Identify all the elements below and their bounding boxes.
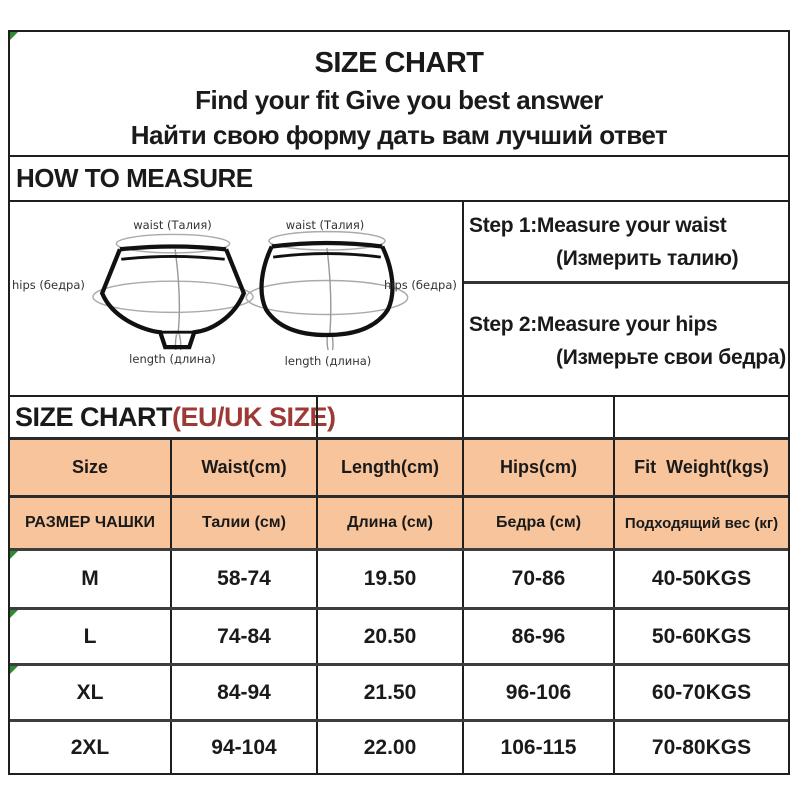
size-chart-title-row: SIZE CHART(EU/UK SIZE) — [10, 395, 788, 437]
empty-cell — [613, 397, 788, 437]
waist-label-left: waist (Талия) — [133, 218, 212, 232]
column-header-size-ru: РАЗМЕР ЧАШКИ — [24, 514, 156, 531]
hips-value: 96-106 — [462, 666, 613, 719]
measure-steps: Step 1:Measure your waist (Измерить тали… — [462, 202, 788, 395]
length-value: 21.50 — [316, 666, 462, 719]
hips-label-left: hips (бедра) — [12, 278, 85, 292]
column-header-length-ru: Длина (см) — [316, 498, 462, 548]
column-header-hips-ru: Бедра (см) — [462, 498, 613, 548]
waist-value: 74-84 — [170, 610, 316, 663]
length-value: 19.50 — [316, 551, 462, 607]
size-value: M — [81, 567, 99, 590]
size-chart-title-black: SIZE CHART — [15, 402, 173, 432]
page-title: SIZE CHART — [314, 47, 485, 79]
column-header-size: Size — [71, 457, 109, 477]
subtitle-russian: Найти свою форму дать вам лучший ответ — [130, 120, 668, 150]
size-value: XL — [76, 680, 104, 704]
waist-label-right: waist (Талия) — [285, 218, 365, 232]
hips-label-right: hips (бедра) — [384, 278, 457, 292]
cell-marker-icon — [10, 666, 18, 674]
cell-marker-icon — [10, 32, 18, 40]
table-row: 2XL 94-104 22.00 106-115 70-80KGS — [10, 719, 788, 773]
column-header-weight-ru: Подходящий вес (кг) — [613, 498, 788, 548]
header-block: SIZE CHART Find your fit Give you best a… — [10, 32, 788, 155]
length-value: 20.50 — [316, 610, 462, 663]
content-frame: SIZE CHART Find your fit Give you best a… — [8, 30, 790, 775]
length-label-left: length (длина) — [129, 352, 216, 366]
column-header-waist: Waist(cm) — [170, 440, 316, 495]
waist-value: 94-104 — [170, 722, 316, 773]
subtitle-english: Find your fit Give you best answer — [195, 85, 603, 115]
weight-value: 60-70KGS — [613, 666, 788, 719]
hips-value: 70-86 — [462, 551, 613, 607]
table-header-row-english: Size Waist(cm) Length(cm) Hips(cm) Fit W… — [10, 437, 788, 495]
table-row: XL 84-94 21.50 96-106 60-70KGS — [10, 663, 788, 719]
cell-marker-icon — [10, 551, 18, 559]
cell-marker-icon — [10, 610, 18, 618]
step-1-text-ru: (Измерить талию) — [556, 247, 739, 270]
size-chart-title-red: (EU/UK SIZE) — [172, 402, 336, 432]
table-row: L 74-84 20.50 86-96 50-60KGS — [10, 607, 788, 663]
table-row: M 58-74 19.50 70-86 40-50KGS — [10, 548, 788, 607]
weight-value: 40-50KGS — [613, 551, 788, 607]
hips-value: 86-96 — [462, 610, 613, 663]
measure-section: waist (Талия) hips (бедра) length (длина… — [10, 200, 788, 395]
step-1-cell: Step 1:Measure your waist (Измерить тали… — [464, 202, 788, 284]
hips-value: 106-115 — [462, 722, 613, 773]
shorts-panty-diagram — [245, 230, 409, 350]
step-2-text-ru: (Измерьте свои бедра) — [556, 346, 786, 369]
column-header-waist-ru: Талии (см) — [170, 498, 316, 548]
waist-value: 58-74 — [170, 551, 316, 607]
step-1-text-en: Step 1:Measure your waist — [469, 214, 727, 237]
step-2-cell: Step 2:Measure your hips (Измерьте свои … — [464, 284, 788, 395]
weight-value: 70-80KGS — [613, 722, 788, 773]
size-chart-title: SIZE CHART(EU/UK SIZE) — [10, 402, 336, 432]
waist-value: 84-94 — [170, 666, 316, 719]
empty-cell — [316, 397, 462, 437]
measurement-diagrams: waist (Талия) hips (бедра) length (длина… — [10, 202, 462, 395]
size-chart-title-cell: SIZE CHART(EU/UK SIZE) — [10, 397, 336, 437]
table-header-row-russian: РАЗМЕР ЧАШКИ Талии (см) Длина (см) Бедра… — [10, 495, 788, 548]
empty-cell — [462, 397, 613, 437]
size-value: L — [83, 624, 97, 648]
length-value: 22.00 — [316, 722, 462, 773]
size-value: 2XL — [70, 735, 110, 759]
brief-panty-diagram — [92, 233, 254, 350]
how-to-measure-heading: HOW TO MEASURE — [10, 155, 788, 200]
length-label-right: length (длина) — [284, 354, 372, 368]
weight-value: 50-60KGS — [613, 610, 788, 663]
column-header-length: Length(cm) — [316, 440, 462, 495]
step-2-text-en: Step 2:Measure your hips — [469, 313, 718, 336]
column-header-hips: Hips(cm) — [462, 440, 613, 495]
column-header-weight: Fit Weight(kgs) — [613, 440, 788, 495]
